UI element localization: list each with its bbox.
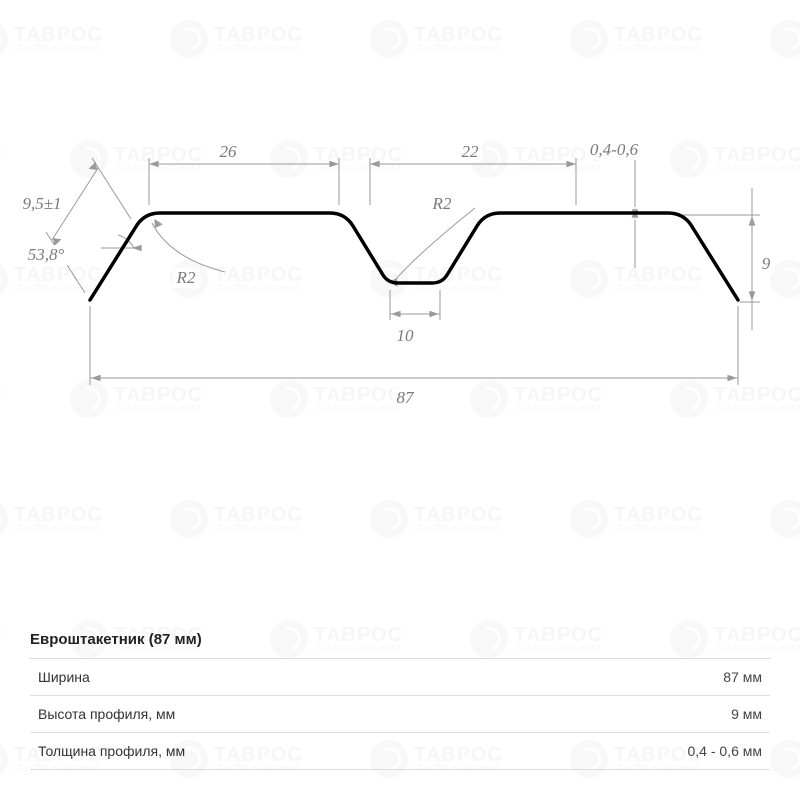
spec-row: Толщина профиля, мм0,4 - 0,6 мм <box>30 733 770 770</box>
profile-diagram: 26 22 0,4-0,6 9,5±1 53,8° R2 R2 10 9 87 <box>0 0 800 520</box>
spec-label: Толщина профиля, мм <box>30 733 506 770</box>
dim-top_flat_1: 26 <box>216 142 241 162</box>
spec-table: Евроштакетник (87 мм) Ширина87 ммВысота … <box>30 631 770 770</box>
dim-angle: 53,8° <box>24 245 69 265</box>
spec-label: Высота профиля, мм <box>30 696 506 733</box>
spec-row: Ширина87 мм <box>30 659 770 696</box>
dim-r2_left: R2 <box>173 268 200 288</box>
dim-top_flat_2: 22 <box>458 142 483 162</box>
spec-title: Евроштакетник (87 мм) <box>30 631 770 648</box>
spec-value: 0,4 - 0,6 мм <box>506 733 770 770</box>
dim-side_len: 9,5±1 <box>18 194 65 214</box>
dim-valley_w: 10 <box>393 326 418 346</box>
dim-height_r: 9 <box>758 254 775 274</box>
spec-rows: Ширина87 ммВысота профиля, мм9 ммТолщина… <box>30 658 770 770</box>
dim-overall_w: 87 <box>393 388 418 408</box>
spec-row: Высота профиля, мм9 мм <box>30 696 770 733</box>
spec-value: 9 мм <box>506 696 770 733</box>
dim-thickness: 0,4-0,6 <box>586 140 642 160</box>
dim-r2_mid: R2 <box>429 194 456 214</box>
spec-label: Ширина <box>30 659 506 696</box>
spec-value: 87 мм <box>506 659 770 696</box>
